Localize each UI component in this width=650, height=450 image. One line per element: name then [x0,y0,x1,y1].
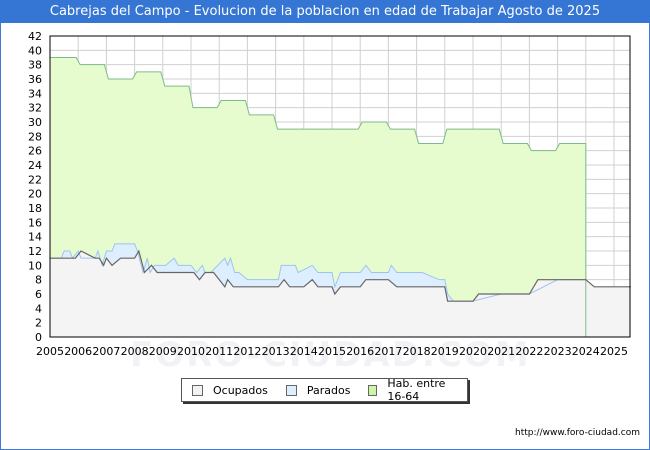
ocupados-line [50,249,631,302]
svg-text:26: 26 [28,145,42,158]
legend-label: Ocupados [213,383,268,397]
svg-text:28: 28 [28,130,42,143]
svg-text:2017: 2017 [374,345,402,358]
source-url[interactable]: http://www.foro-ciudad.com [515,428,640,438]
svg-text:34: 34 [28,87,42,100]
svg-text:36: 36 [28,73,42,86]
legend-item-hab: Hab. entre 16-64 [368,377,459,403]
svg-text:8: 8 [35,274,42,287]
ocupados-swatch [192,384,203,396]
svg-text:2010: 2010 [177,345,205,358]
svg-text:0: 0 [35,331,42,344]
legend-item-parados: Parados [285,383,351,397]
svg-text:22: 22 [28,173,42,186]
svg-text:2025: 2025 [600,345,628,358]
svg-text:2014: 2014 [290,345,318,358]
svg-text:2008: 2008 [121,345,149,358]
svg-text:2018: 2018 [403,345,431,358]
svg-text:2006: 2006 [64,345,92,358]
svg-text:2: 2 [35,317,42,330]
svg-text:2007: 2007 [92,345,120,358]
svg-text:42: 42 [28,30,42,43]
svg-text:2012: 2012 [233,345,261,358]
svg-text:2020: 2020 [459,345,487,358]
legend-item-ocupados: Ocupados [192,384,268,397]
svg-text:2022: 2022 [515,345,543,358]
hab-swatch [368,384,378,396]
svg-text:14: 14 [28,231,42,244]
parados-swatch [285,384,297,396]
svg-text:2013: 2013 [262,345,290,358]
svg-text:2005: 2005 [36,345,64,358]
svg-text:2023: 2023 [544,345,572,358]
svg-text:20: 20 [28,188,42,201]
svg-text:2019: 2019 [431,345,459,358]
svg-text:10: 10 [28,259,42,272]
legend: Ocupados Parados Hab. entre 16-64 [181,377,468,403]
parados-line [50,243,586,302]
svg-text:16: 16 [28,216,42,229]
svg-text:24: 24 [28,159,42,172]
svg-text:12: 12 [28,245,42,258]
legend-label: Parados [306,383,351,397]
x-axis-ticks: 2005 2006 2007 2008 2009 2010 2011 2012 2013 2014… [36,345,628,358]
hab-line [50,57,587,337]
svg-text:32: 32 [28,102,42,115]
watermark: FORO-CIUDAD.COM [130,335,531,375]
legend-label: Hab. entre 16-64 [387,377,446,403]
svg-text:40: 40 [28,44,42,57]
svg-text:2011: 2011 [205,345,233,358]
svg-text:2024: 2024 [572,345,600,358]
svg-text:38: 38 [28,59,42,72]
svg-text:2016: 2016 [346,345,374,358]
svg-text:2015: 2015 [318,345,346,358]
svg-text:4: 4 [35,302,42,315]
svg-text:2021: 2021 [487,345,515,358]
ocupados-area [50,251,631,337]
plot-border [49,35,631,338]
chart-title: Cabrejas del Campo - Evolucion de la pob… [0,0,650,23]
svg-text:18: 18 [28,202,42,215]
svg-text:30: 30 [28,116,42,129]
svg-text:6: 6 [35,288,42,301]
svg-text:2009: 2009 [149,345,177,358]
